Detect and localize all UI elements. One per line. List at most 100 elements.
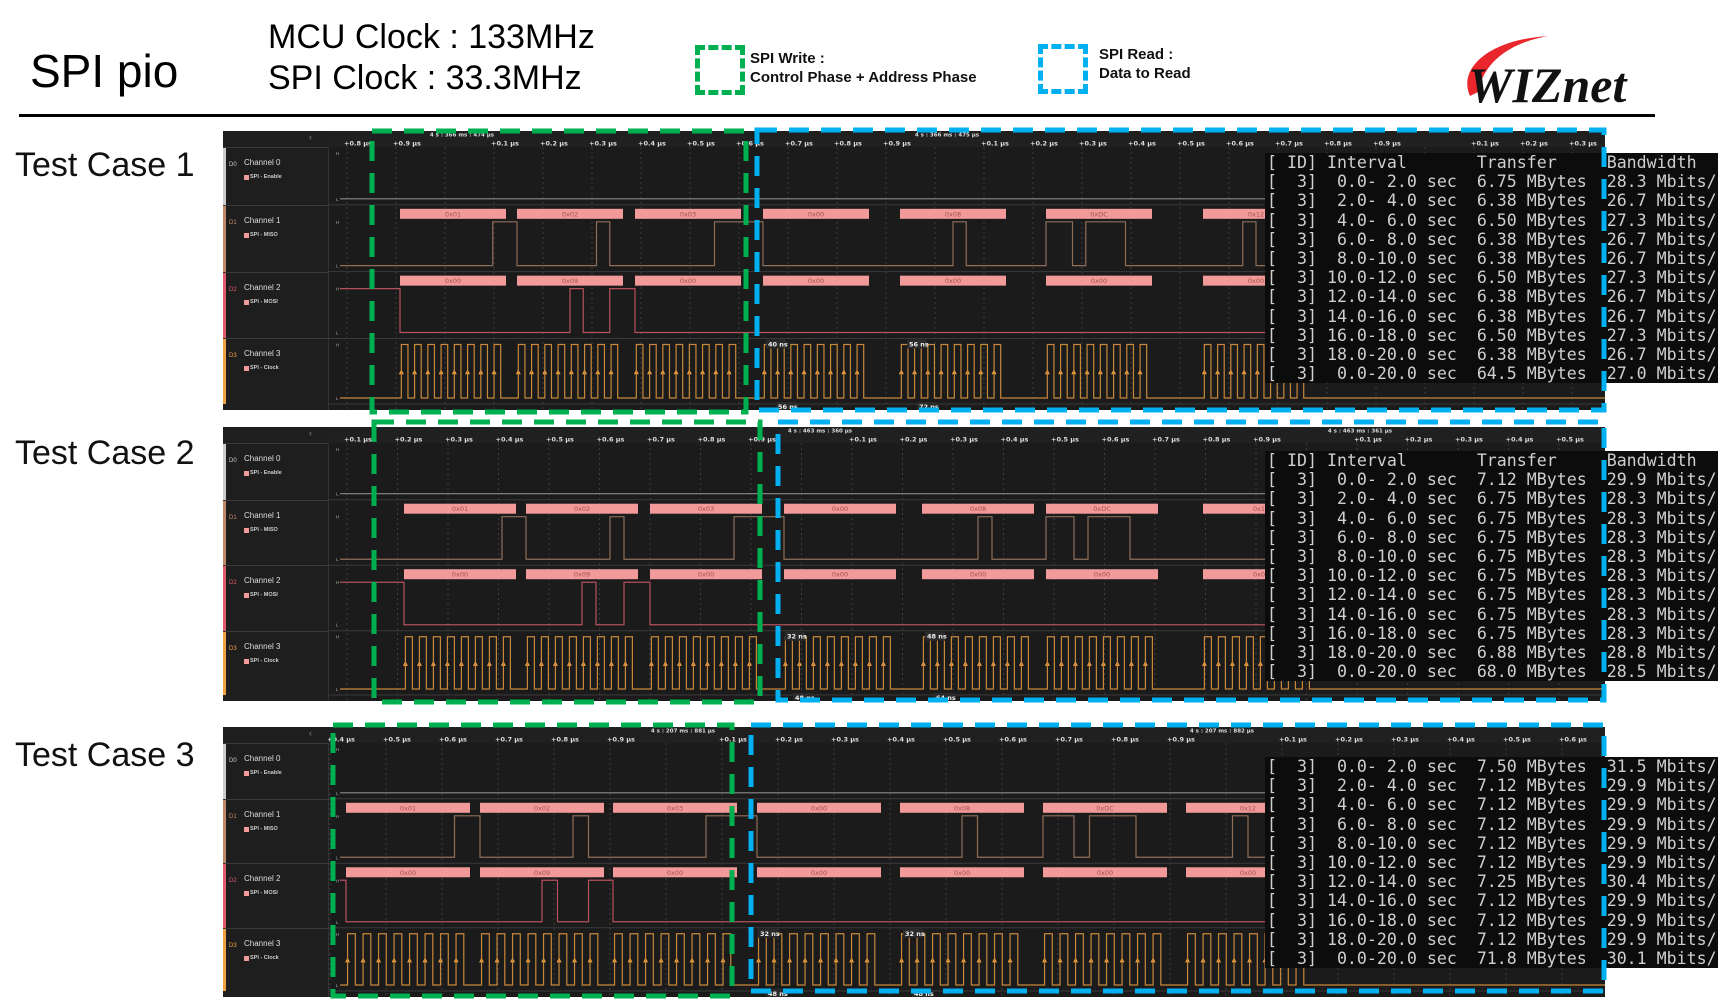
bandwidth-cell: 27.3 Mbits/sec <box>1606 325 1718 345</box>
decoded-byte-label: 0x1 <box>1253 505 1265 513</box>
collapse-chevron-icon[interactable]: ‹ <box>309 132 312 142</box>
interval-cell: 0.0- 2.0 sec <box>1326 172 1457 192</box>
time-tick-label: +0.6 µs <box>597 436 625 444</box>
low-level-label: L <box>336 983 339 988</box>
channel-row-label-d0[interactable]: D0 Channel 0 SPI - Enable <box>223 443 328 500</box>
bandwidth-cell: 29.9 Mbits/sec <box>1606 853 1718 873</box>
transfer-cell: 7.12 MBytes <box>1476 795 1587 815</box>
id-cell: [ 3] <box>1267 757 1317 776</box>
id-cell: [ 3] <box>1267 833 1317 853</box>
table-row: [ 3] 18.0-20.0 sec 6.38 MBytes 26.7 Mbit… <box>1267 345 1718 364</box>
channel-row-label-d2[interactable]: D2 Channel 2 SPI - MOSI <box>223 863 328 928</box>
channel-row-label-d2[interactable]: D2 Channel 2 SPI - MOSI <box>223 565 328 631</box>
timing-measurement: 48 ns <box>927 633 947 641</box>
bandwidth-cell: 29.9 Mbits/sec <box>1606 833 1718 853</box>
transfer-cell: 6.75 MBytes <box>1476 566 1587 586</box>
id-cell: [ 3] <box>1267 872 1317 892</box>
channel-protocol: SPI - Enable <box>250 470 282 476</box>
transfer-cell: 6.75 MBytes <box>1476 172 1587 192</box>
time-cursor-label: 4 s : 463 ms : 360 µs <box>788 429 853 435</box>
channel-protocol: SPI - Enable <box>250 770 282 776</box>
protocol-color-dot <box>244 471 249 476</box>
bandwidth-cell: 29.9 Mbits/sec <box>1606 795 1718 815</box>
low-level-label: L <box>336 791 339 796</box>
protocol-color-dot <box>244 771 249 776</box>
bandwidth-cell: Bandwidth <box>1606 153 1697 172</box>
time-tick-label: +0.8 µs <box>1324 140 1352 148</box>
id-cell: [ 3] <box>1267 345 1317 365</box>
high-level-label: H <box>336 932 339 937</box>
time-cursor-label: 4 s : 463 ms : 361 µs <box>1328 429 1393 435</box>
id-cell: [ 3] <box>1267 662 1317 682</box>
transfer-cell: 7.12 MBytes <box>1476 910 1587 930</box>
high-level-label: H <box>336 878 339 883</box>
decoded-byte-label: 0x01 <box>400 804 416 812</box>
transfer-cell: 64.5 MBytes <box>1476 364 1587 384</box>
table-row: [ 3] 0.0-20.0 sec 68.0 MBytes 28.5 Mbits… <box>1267 662 1718 681</box>
channel-protocol: SPI - Enable <box>250 174 282 180</box>
id-cell: [ 3] <box>1267 929 1317 949</box>
channel-row-label-d3[interactable]: D3 Channel 3 SPI - Clock <box>223 927 328 991</box>
channel-row-label-d1[interactable]: D1 Channel 1 SPI - MISO <box>223 499 328 566</box>
decoded-byte-label: 0x03 <box>667 804 683 812</box>
iperf-result-case-3: [ 3] 0.0- 2.0 sec 7.50 MBytes 31.5 Mbits… <box>1265 757 1718 969</box>
id-cell: [ 3] <box>1267 891 1317 911</box>
channel-id: D3 <box>229 942 237 949</box>
bandwidth-cell: 28.3 Mbits/sec <box>1606 623 1718 643</box>
table-row: [ 3] 4.0- 6.0 sec 6.50 MBytes 27.3 Mbits… <box>1267 211 1718 230</box>
collapse-chevron-icon[interactable]: ‹ <box>309 728 312 738</box>
interval-cell: 2.0- 4.0 sec <box>1326 776 1457 796</box>
channel-row-label-d1[interactable]: D1 Channel 1 SPI - MISO <box>223 798 328 864</box>
channel-row-label-d0[interactable]: D0 Channel 0 SPI - Enable <box>223 147 328 205</box>
transfer-cell: 71.8 MBytes <box>1476 949 1587 969</box>
bandwidth-cell: 26.7 Mbits/sec <box>1606 249 1718 269</box>
time-cursor-label: 4 s : 207 ms : 882 µs <box>1190 729 1255 735</box>
transfer-cell: 6.75 MBytes <box>1476 604 1587 624</box>
channel-color-strip <box>223 744 226 799</box>
logo-text: WIZnet <box>1468 57 1628 110</box>
transfer-cell: 6.38 MBytes <box>1476 345 1587 365</box>
decoded-byte-label: 0x08 <box>945 210 961 218</box>
channel-color-strip <box>223 864 226 928</box>
legend-write-desc: Control Phase + Address Phase <box>750 69 977 86</box>
channel-row-label-d2[interactable]: D2 Channel 2 SPI - MOSI <box>223 271 328 339</box>
channel-name: Channel 3 <box>244 349 281 359</box>
low-level-label: L <box>336 330 339 335</box>
channel-row-label-d0[interactable]: D0 Channel 0 SPI - Enable <box>223 743 328 799</box>
table-header: [ ID] Interval Transfer Bandwidth <box>1267 153 1718 172</box>
channel-row-label-d3[interactable]: D3 Channel 3 SPI - Clock <box>223 630 328 695</box>
time-tick-label: +0.2 µs <box>1405 436 1433 444</box>
transfer-cell: 6.38 MBytes <box>1476 306 1587 326</box>
table-row: [ 3] 16.0-18.0 sec 6.75 MBytes 28.3 Mbit… <box>1267 624 1718 643</box>
channel-name: Channel 1 <box>244 215 281 225</box>
interval-cell: 2.0- 4.0 sec <box>1326 489 1457 509</box>
decoded-byte-label: 0x12 <box>1248 210 1264 218</box>
channel-id: D2 <box>229 286 237 293</box>
interval-cell: 4.0- 6.0 sec <box>1326 795 1457 815</box>
protocol-color-dot <box>244 826 249 832</box>
transfer-cell: 6.50 MBytes <box>1476 325 1587 345</box>
time-tick-label: +0.4 µs <box>1506 436 1534 444</box>
time-tick-label: +0.4 µs <box>496 436 524 444</box>
time-tick-label: +0.5 µs <box>687 140 715 148</box>
channel-row-label-d1[interactable]: D1 Channel 1 SPI - MISO <box>223 204 328 272</box>
time-tick-label: +0.1 µs <box>491 140 519 148</box>
time-tick-label: +0.2 µs <box>1520 140 1548 148</box>
channel-row-label-d3[interactable]: D3 Channel 3 SPI - Clock <box>223 338 328 404</box>
time-tick-label: +0.8 µs <box>1203 436 1231 444</box>
protocol-color-dot <box>244 366 249 372</box>
channel-id: D3 <box>229 645 237 652</box>
channel-protocol: SPI - MOSI <box>250 592 278 599</box>
decoded-byte-label: 0x00 <box>808 210 824 218</box>
decoded-byte-label: 0x0 <box>1253 571 1265 579</box>
collapse-chevron-icon[interactable]: ‹ <box>309 428 312 438</box>
transfer-cell: Transfer <box>1476 153 1587 172</box>
time-tick-label: +0.9 µs <box>393 140 421 148</box>
table-row: [ 3] 0.0-20.0 sec 64.5 MBytes 27.0 Mbits… <box>1267 364 1718 383</box>
decoded-byte-label: 0x09 <box>574 571 590 579</box>
low-level-label: L <box>336 396 339 401</box>
bandwidth-cell: 28.3 Mbits/sec <box>1606 566 1718 586</box>
id-cell: [ 3] <box>1267 623 1317 643</box>
timing-measurement: 32 ns <box>905 930 925 938</box>
high-level-label: H <box>336 747 339 752</box>
